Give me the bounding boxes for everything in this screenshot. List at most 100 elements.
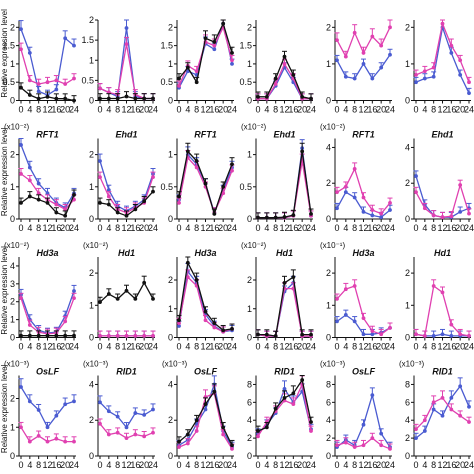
y-tick-label: 0 xyxy=(10,451,15,461)
y-tick-label: 0 xyxy=(10,214,15,224)
x-tick-label: 0 xyxy=(413,105,418,115)
x-tick-label: 0 xyxy=(334,460,339,470)
data-point-black xyxy=(45,201,50,205)
x-tick-label: 20 xyxy=(60,223,70,233)
data-point-blue xyxy=(45,425,50,430)
y-tick-label: 0 xyxy=(405,451,410,461)
data-point-blue xyxy=(106,409,111,414)
y-tick-label: 6 xyxy=(247,397,252,407)
data-point-magenta xyxy=(440,215,445,220)
data-point-magenta xyxy=(177,83,181,88)
data-point-magenta xyxy=(142,434,147,439)
data-point-black xyxy=(177,318,181,323)
x-tick-label: 4 xyxy=(343,460,348,470)
data-point-black xyxy=(264,215,269,220)
data-point-blue xyxy=(36,181,41,186)
x-tick-label: 20 xyxy=(455,342,465,352)
x-tick-label: 4 xyxy=(106,342,111,352)
data-point-blue xyxy=(379,65,384,70)
x-tick-label: 12 xyxy=(121,223,131,233)
series-line-black xyxy=(258,276,311,337)
x-tick-label: 24 xyxy=(227,223,237,233)
x-tick-label: 0 xyxy=(255,223,260,233)
data-point-magenta xyxy=(422,69,427,74)
data-point-black xyxy=(27,333,32,338)
data-point-magenta xyxy=(467,80,471,85)
data-point-magenta xyxy=(27,78,32,83)
data-point-black xyxy=(106,96,111,101)
y-tick-label: 4 xyxy=(89,379,94,389)
x-tick-label: 16 xyxy=(209,342,219,352)
data-point-magenta xyxy=(177,201,181,205)
data-point-blue xyxy=(370,332,375,337)
x-tick-label: 4 xyxy=(343,223,348,233)
data-point-blue xyxy=(422,429,427,433)
y-tick-label: 1 xyxy=(10,182,15,192)
data-point-magenta xyxy=(291,402,296,407)
data-point-black xyxy=(221,21,226,26)
x-tick-label: 8 xyxy=(273,460,278,470)
x-tick-label: 0 xyxy=(413,223,418,233)
data-point-magenta xyxy=(335,38,339,43)
data-point-black xyxy=(291,72,296,77)
x-tick-label: 20 xyxy=(376,105,386,115)
panel-title: Hd1 xyxy=(118,248,135,258)
data-point-magenta xyxy=(106,194,111,199)
y-tick-label: 1 xyxy=(10,315,15,325)
x-tick-label: 4 xyxy=(185,105,190,115)
data-point-black xyxy=(115,96,120,101)
y-tick-label: 1 xyxy=(10,59,15,69)
x-tick-label: 8 xyxy=(431,223,436,233)
panel-title: Hd3a xyxy=(352,248,374,258)
data-point-black xyxy=(230,51,234,55)
scale-multiplier-label: (x10⁻²) xyxy=(320,123,345,132)
x-tick-label: 12 xyxy=(121,105,131,115)
x-tick-label: 8 xyxy=(431,460,436,470)
data-point-magenta xyxy=(370,208,375,212)
data-point-magenta xyxy=(282,62,287,66)
data-point-blue xyxy=(27,51,32,55)
x-tick-label: 4 xyxy=(106,460,111,470)
y-tick-label: 1.5 xyxy=(239,41,252,51)
x-tick-label: 4 xyxy=(422,460,427,470)
x-tick-label: 12 xyxy=(200,460,210,470)
x-tick-label: 0 xyxy=(176,105,181,115)
x-tick-label: 24 xyxy=(385,460,395,470)
x-tick-label: 12 xyxy=(42,223,52,233)
y-tick-label: 2 xyxy=(405,178,410,188)
data-point-black xyxy=(309,211,313,216)
data-point-magenta xyxy=(422,418,427,423)
x-tick-label: 16 xyxy=(288,460,298,470)
data-point-blue xyxy=(282,387,287,391)
data-point-black xyxy=(256,332,260,337)
data-point-blue xyxy=(335,319,339,324)
y-tick-label: 0 xyxy=(89,214,94,224)
y-axis-label: Relative expression level xyxy=(0,9,9,98)
data-point-magenta xyxy=(370,329,375,333)
x-tick-label: 8 xyxy=(194,460,199,470)
data-point-magenta xyxy=(133,432,138,437)
x-tick-label: 4 xyxy=(422,223,427,233)
y-tick-label: 4 xyxy=(326,142,331,152)
x-tick-label: 20 xyxy=(218,223,228,233)
x-tick-label: 0 xyxy=(334,105,339,115)
data-point-black xyxy=(212,40,217,44)
data-point-magenta xyxy=(414,72,418,77)
data-point-magenta xyxy=(414,332,418,337)
x-tick-label: 20 xyxy=(139,105,149,115)
data-point-magenta xyxy=(27,323,32,327)
y-tick-label: 4 xyxy=(168,379,173,389)
data-point-magenta xyxy=(19,47,23,52)
data-point-blue xyxy=(115,414,120,419)
scale-multiplier-label: (x10⁻³) xyxy=(320,360,345,369)
data-point-magenta xyxy=(273,82,278,86)
x-tick-label: 16 xyxy=(367,105,377,115)
data-point-blue xyxy=(335,206,339,211)
y-tick-label: 2 xyxy=(326,433,331,443)
data-point-magenta xyxy=(309,429,313,433)
data-point-magenta xyxy=(230,58,234,63)
y-tick-label: 2 xyxy=(168,275,173,285)
data-point-black xyxy=(300,332,305,337)
